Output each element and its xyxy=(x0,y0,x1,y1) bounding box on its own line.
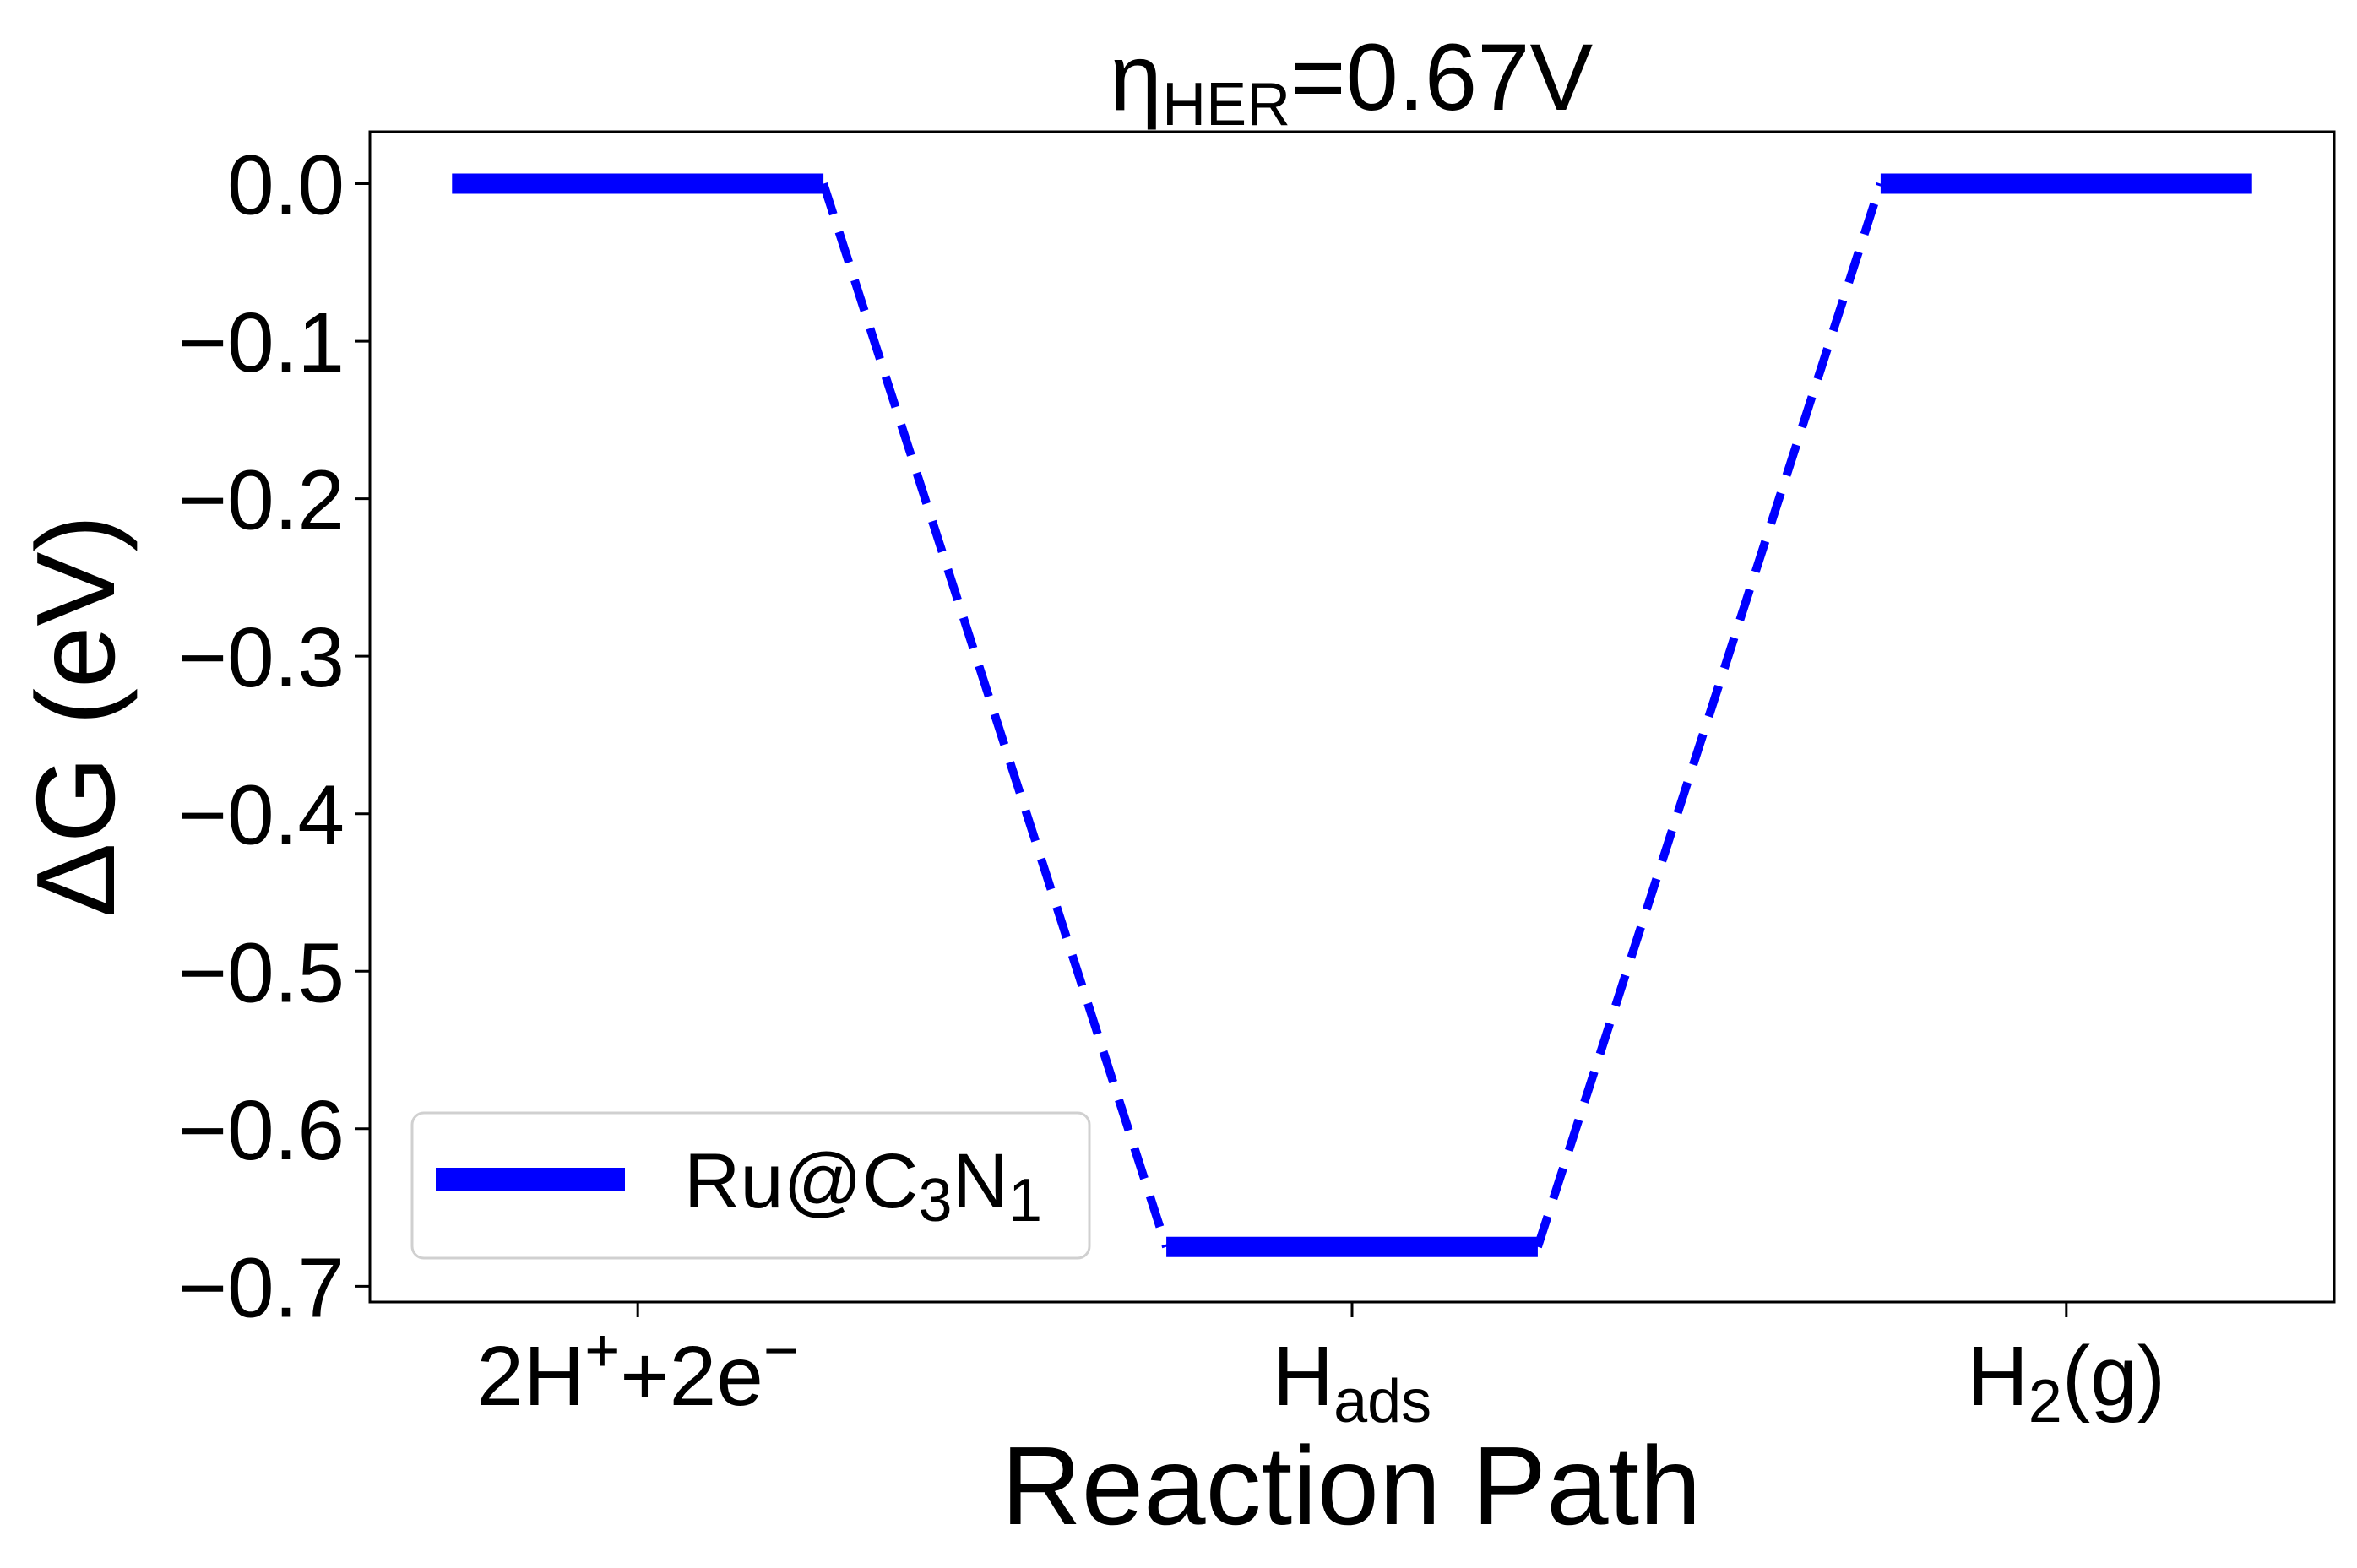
y-tick-label: −0.6 xyxy=(178,1083,345,1178)
legend-label: Ru@C3N1 xyxy=(684,1138,1042,1234)
title-eta: η xyxy=(1110,24,1162,130)
title-subscript: HER xyxy=(1162,71,1290,138)
transition-connector-0 xyxy=(819,182,1170,1249)
y-tick-label: −0.3 xyxy=(178,610,345,705)
y-tick-label: 0.0 xyxy=(227,138,345,233)
x-tick-label: Hads xyxy=(1273,1329,1431,1435)
y-tick-label: −0.7 xyxy=(178,1240,345,1335)
y-tick-label: −0.2 xyxy=(178,453,345,548)
legend: Ru@C3N1 xyxy=(410,1111,1091,1260)
y-tick-label: −0.5 xyxy=(178,925,345,1020)
y-tick-label: −0.4 xyxy=(178,768,345,863)
x-tick-label: H2(g) xyxy=(1968,1329,2165,1435)
y-axis-label: ΔG (eV) xyxy=(14,515,138,918)
x-axis-ticks: 2H++2e− Hads H2(g) xyxy=(476,1302,2165,1435)
chart-title: ηHER=0.67V xyxy=(1110,24,1594,138)
y-tick-label: −0.1 xyxy=(178,296,345,390)
legend-box xyxy=(410,1111,1091,1260)
title-value: =0.67V xyxy=(1290,24,1593,130)
x-tick-label: 2H++2e− xyxy=(476,1317,799,1424)
transition-connector-1 xyxy=(1534,182,1885,1249)
x-axis-label: Reaction Path xyxy=(1001,1424,1701,1548)
series-lines xyxy=(452,173,2252,1257)
y-axis-ticks: 0.0 −0.1 −0.2 −0.3 −0.4 −0.5 −0.6 −0.7 xyxy=(178,138,370,1335)
